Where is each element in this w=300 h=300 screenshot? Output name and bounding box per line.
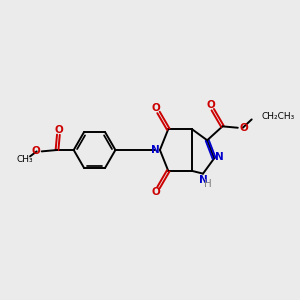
Text: O: O: [32, 146, 40, 156]
Text: N: N: [151, 145, 159, 155]
Text: CH₂CH₃: CH₂CH₃: [261, 112, 295, 121]
Text: O: O: [152, 103, 161, 113]
Text: O: O: [206, 100, 215, 110]
Text: O: O: [152, 187, 161, 197]
Text: CH₃: CH₃: [17, 155, 33, 164]
Text: H: H: [204, 179, 212, 189]
Text: N: N: [199, 175, 207, 185]
Text: N: N: [215, 152, 224, 162]
Text: O: O: [239, 123, 248, 133]
Text: O: O: [54, 125, 63, 135]
